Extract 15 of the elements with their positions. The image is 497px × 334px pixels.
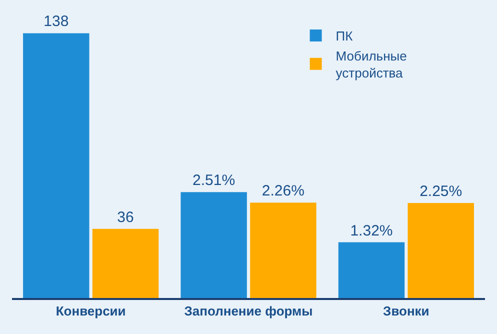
data-label: 2.51% (192, 172, 236, 190)
bar (250, 202, 316, 298)
data-label: 1.32% (350, 222, 393, 240)
bar (338, 242, 405, 298)
data-label: 36 (117, 208, 134, 226)
x-tick-label: Звонки (383, 304, 430, 319)
x-tick-label: Конверсии (56, 304, 126, 319)
bar (180, 192, 247, 298)
bar (408, 203, 474, 298)
data-label: 2.26% (262, 182, 304, 200)
legend-label: Мобильные устройства (336, 48, 407, 80)
data-label: 138 (44, 13, 69, 30)
data-label: 2.25% (420, 183, 462, 200)
legend-label: ПК (336, 28, 354, 44)
x-tick-label: Заполнение формы (184, 304, 313, 319)
